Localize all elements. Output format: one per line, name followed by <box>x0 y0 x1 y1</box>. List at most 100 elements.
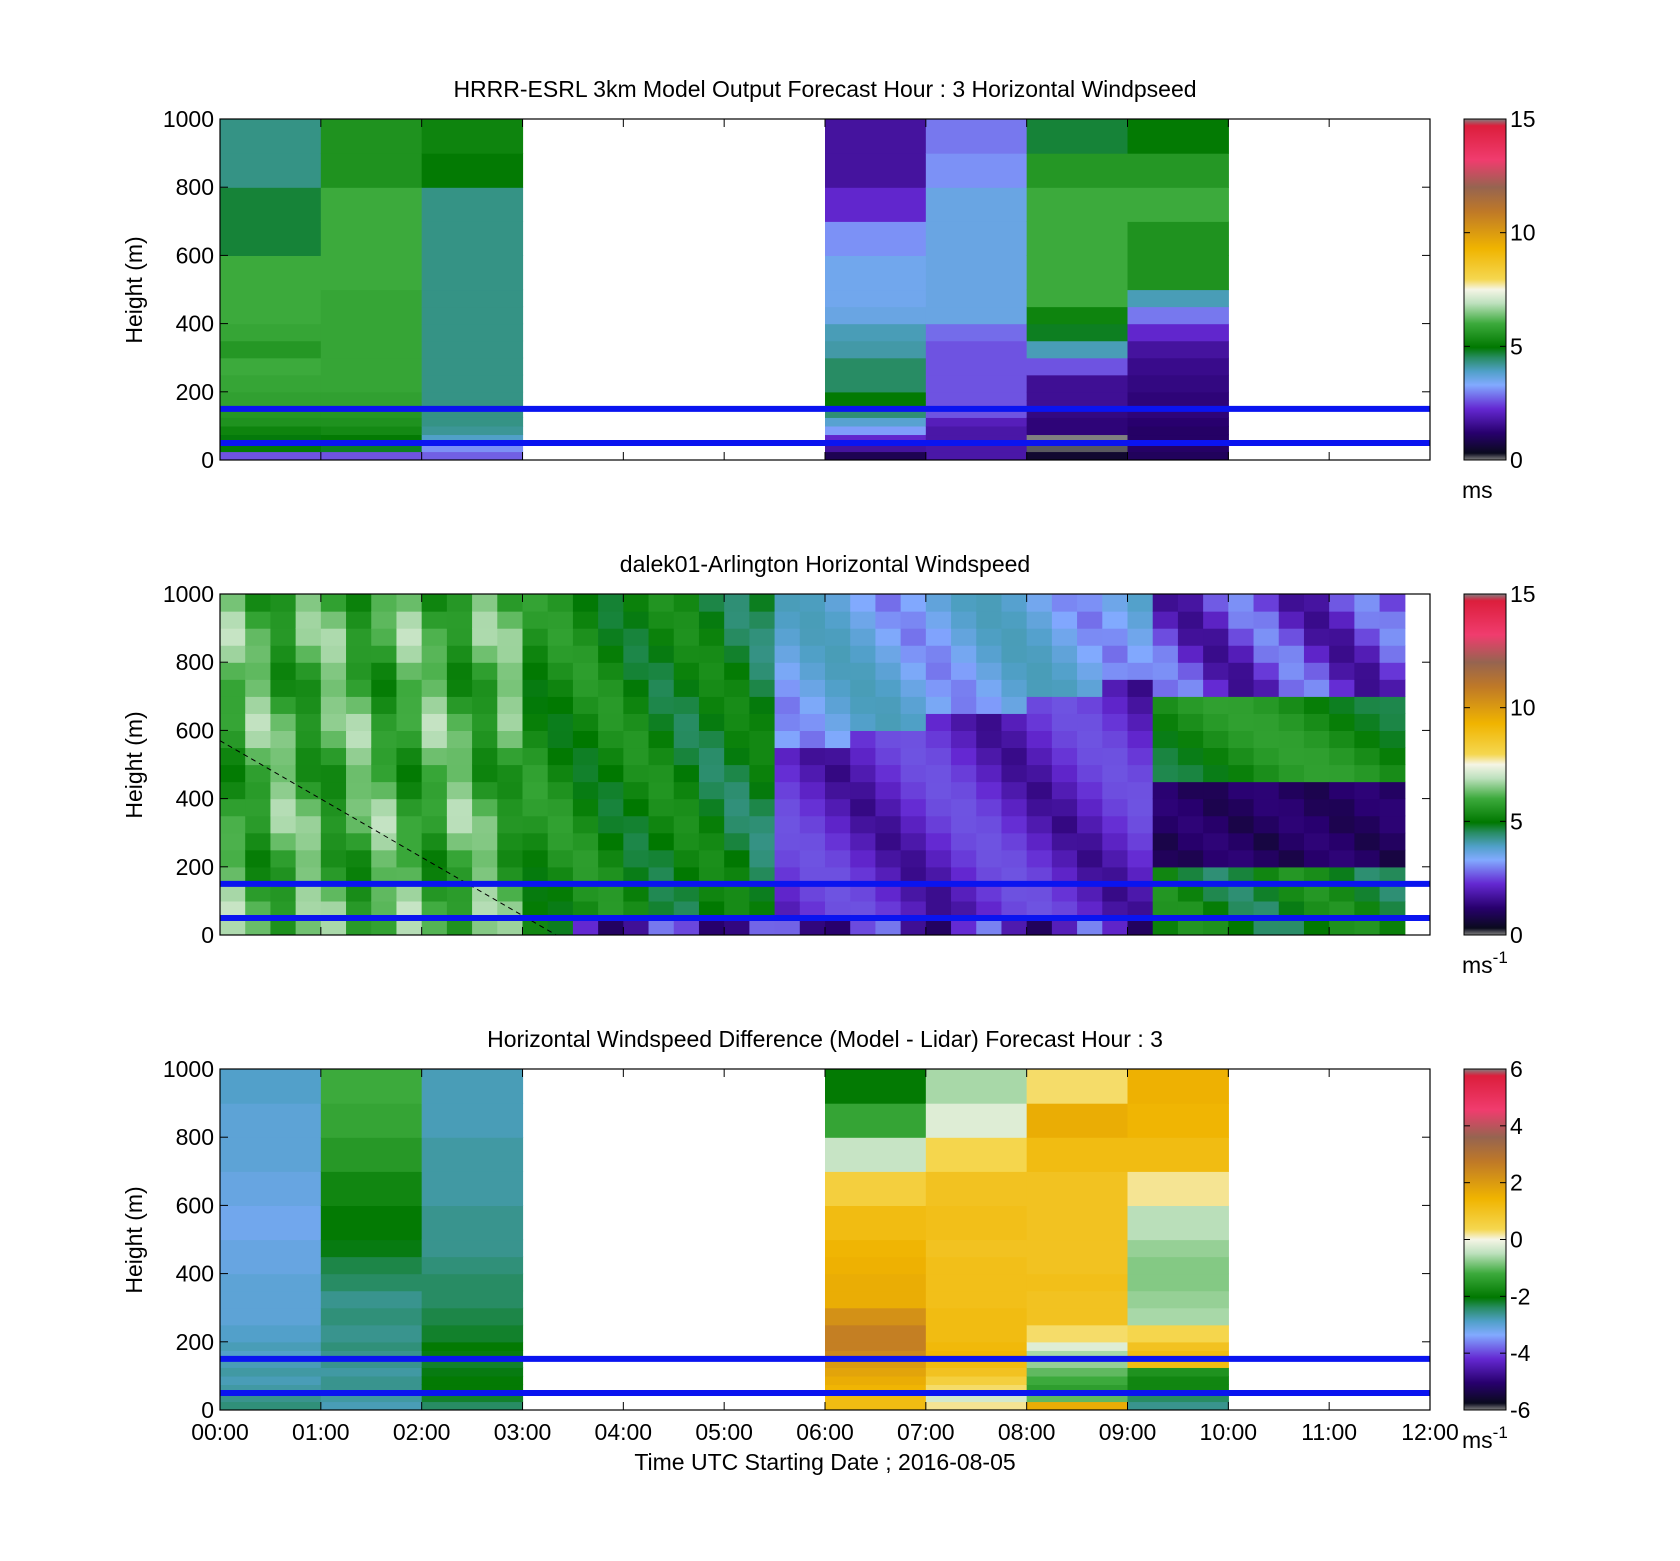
heatmap-cell <box>522 781 549 800</box>
heatmap-cell <box>825 187 927 222</box>
heatmap-cell <box>1329 849 1355 868</box>
heatmap-cell <box>598 866 624 885</box>
heatmap-cell <box>976 832 1003 851</box>
heatmap-cell <box>1127 645 1154 663</box>
heatmap-cell <box>875 781 902 800</box>
heatmap-cell <box>1001 764 1028 783</box>
heatmap-cell <box>976 798 1003 817</box>
heatmap-cell <box>1127 306 1229 325</box>
heatmap-cell <box>1303 645 1330 663</box>
heatmap-cell <box>1026 679 1053 697</box>
heatmap-cell <box>1127 1324 1229 1343</box>
heatmap-cell <box>900 866 927 885</box>
panel-model: HRRR-ESRL 3km Model Output Forecast Hour… <box>121 76 1536 503</box>
heatmap-cell <box>1253 781 1280 800</box>
heatmap-cell <box>799 747 826 766</box>
heatmap-cell <box>547 713 574 731</box>
heatmap-cell <box>1379 781 1406 800</box>
heatmap-cell <box>371 696 398 714</box>
heatmap-cell <box>320 883 347 902</box>
heatmap-cell <box>572 815 599 834</box>
heatmap-cell <box>220 374 322 393</box>
colorbar-tick-label: 10 <box>1510 695 1536 721</box>
heatmap-cell <box>1379 696 1406 714</box>
heatmap-cell <box>598 883 624 902</box>
heatmap-cell <box>1303 764 1330 783</box>
heatmap-cell <box>1303 917 1330 935</box>
heatmap-cell <box>1127 340 1229 359</box>
heatmap-cell <box>648 628 675 646</box>
heatmap-cell <box>547 883 574 902</box>
heatmap-cell <box>673 645 700 663</box>
heatmap-cell <box>1127 917 1154 935</box>
heatmap-cell <box>976 747 1003 766</box>
heatmap-cell <box>371 645 398 663</box>
heatmap-cell <box>245 747 272 766</box>
heatmap-cell <box>1102 798 1129 817</box>
heatmap-cell <box>295 798 322 817</box>
heatmap-cell <box>825 662 851 680</box>
heatmap-cell <box>1127 900 1154 919</box>
heatmap-cell <box>497 747 524 766</box>
heatmap-cell <box>875 849 902 868</box>
heatmap-cell <box>825 1392 927 1403</box>
dashed-trend-line <box>220 740 557 935</box>
heatmap-cell <box>1001 849 1028 868</box>
heatmap-cell <box>1026 1401 1129 1410</box>
heatmap-cell <box>320 1205 423 1241</box>
heatmap-cell <box>976 611 1003 629</box>
heatmap-cell <box>1127 187 1229 222</box>
heatmap-cell <box>1303 866 1330 885</box>
heatmap-cell <box>1051 645 1078 663</box>
heatmap-cell <box>900 849 927 868</box>
heatmap-cell <box>623 611 650 629</box>
heatmap-cell <box>1102 594 1129 612</box>
heatmap-cell <box>875 883 902 902</box>
heatmap-cell <box>497 798 524 817</box>
heatmap-cell <box>825 866 851 885</box>
heatmap-cell <box>270 815 297 834</box>
heatmap-cell <box>900 713 927 731</box>
heatmap-cell <box>1001 781 1028 800</box>
heatmap-cell <box>1379 679 1406 697</box>
heatmap-cell <box>925 747 952 766</box>
heatmap-cell <box>270 747 297 766</box>
heatmap-cell <box>572 917 599 935</box>
colorbar-gradient <box>1463 593 1507 936</box>
heatmap-cell <box>875 917 902 935</box>
heatmap-cell <box>547 594 574 612</box>
heatmap-cell <box>1329 696 1355 714</box>
heatmap-cell <box>1177 900 1204 919</box>
heatmap-cell <box>925 119 1028 154</box>
heatmap-cell <box>1354 781 1381 800</box>
heatmap-cell <box>1102 883 1129 902</box>
heatmap-cell <box>1127 408 1229 418</box>
heatmap-cell <box>220 119 322 154</box>
heatmap-cell <box>1001 628 1028 646</box>
heatmap-cell <box>1001 662 1028 680</box>
heatmap-cell <box>774 747 801 766</box>
heatmap-cell <box>698 798 725 817</box>
heatmap-cell <box>925 425 1028 436</box>
heatmap-cell <box>1278 730 1305 749</box>
heatmap-cell <box>371 730 398 749</box>
heatmap-cell <box>220 289 322 308</box>
heatmap-cell <box>1228 696 1255 714</box>
heatmap-cell <box>1354 730 1381 749</box>
heatmap-cell <box>547 866 574 885</box>
heatmap-cell <box>724 832 750 851</box>
heatmap-cell <box>1026 119 1129 154</box>
heatmap-cell <box>1026 374 1129 393</box>
heatmap-cell <box>1026 1256 1129 1275</box>
heatmap-cell <box>547 628 574 646</box>
heatmap-cell <box>976 662 1003 680</box>
heatmap-cell <box>1077 747 1103 766</box>
heatmap-cell <box>1127 153 1229 188</box>
heatmap-cell <box>421 289 524 308</box>
heatmap-cell <box>1077 628 1103 646</box>
heatmap-cell <box>1203 764 1229 783</box>
heatmap-cell <box>320 1256 423 1275</box>
heatmap-cell <box>270 696 297 714</box>
heatmap-cell <box>1152 713 1179 731</box>
heatmap-cell <box>295 594 322 612</box>
